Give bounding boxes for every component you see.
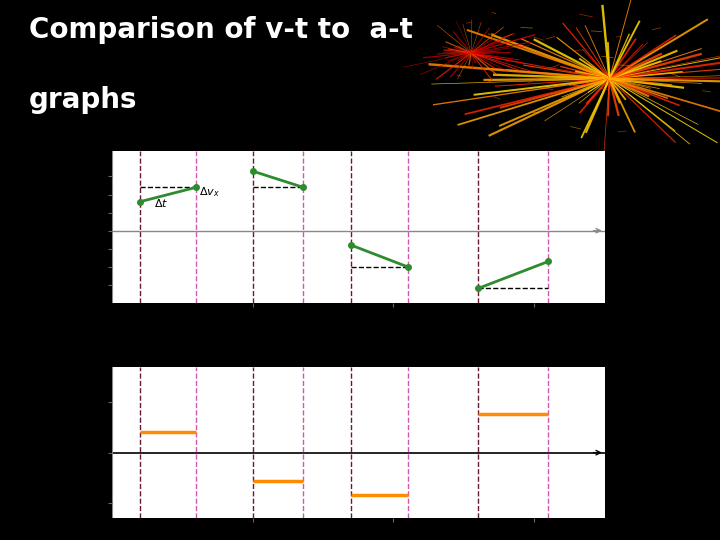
Text: 0: 0 [91,226,97,235]
Y-axis label: $a_{\mathrm{av-}x}$ (m/s$^2$): $a_{\mathrm{av-}x}$ (m/s$^2$) [60,410,75,475]
Text: $t$ (s): $t$ (s) [608,446,631,459]
Y-axis label: $v_x$ (m/s): $v_x$ (m/s) [61,205,75,249]
Text: $\Delta v_x$: $\Delta v_x$ [199,185,220,199]
Text: graphs: graphs [29,86,138,114]
Text: $t$ (s): $t$ (s) [608,224,631,237]
Text: $\Delta t$: $\Delta t$ [154,197,168,209]
Text: Comparison of v-t to  a-t: Comparison of v-t to a-t [29,16,413,44]
Text: 0: 0 [91,448,97,457]
